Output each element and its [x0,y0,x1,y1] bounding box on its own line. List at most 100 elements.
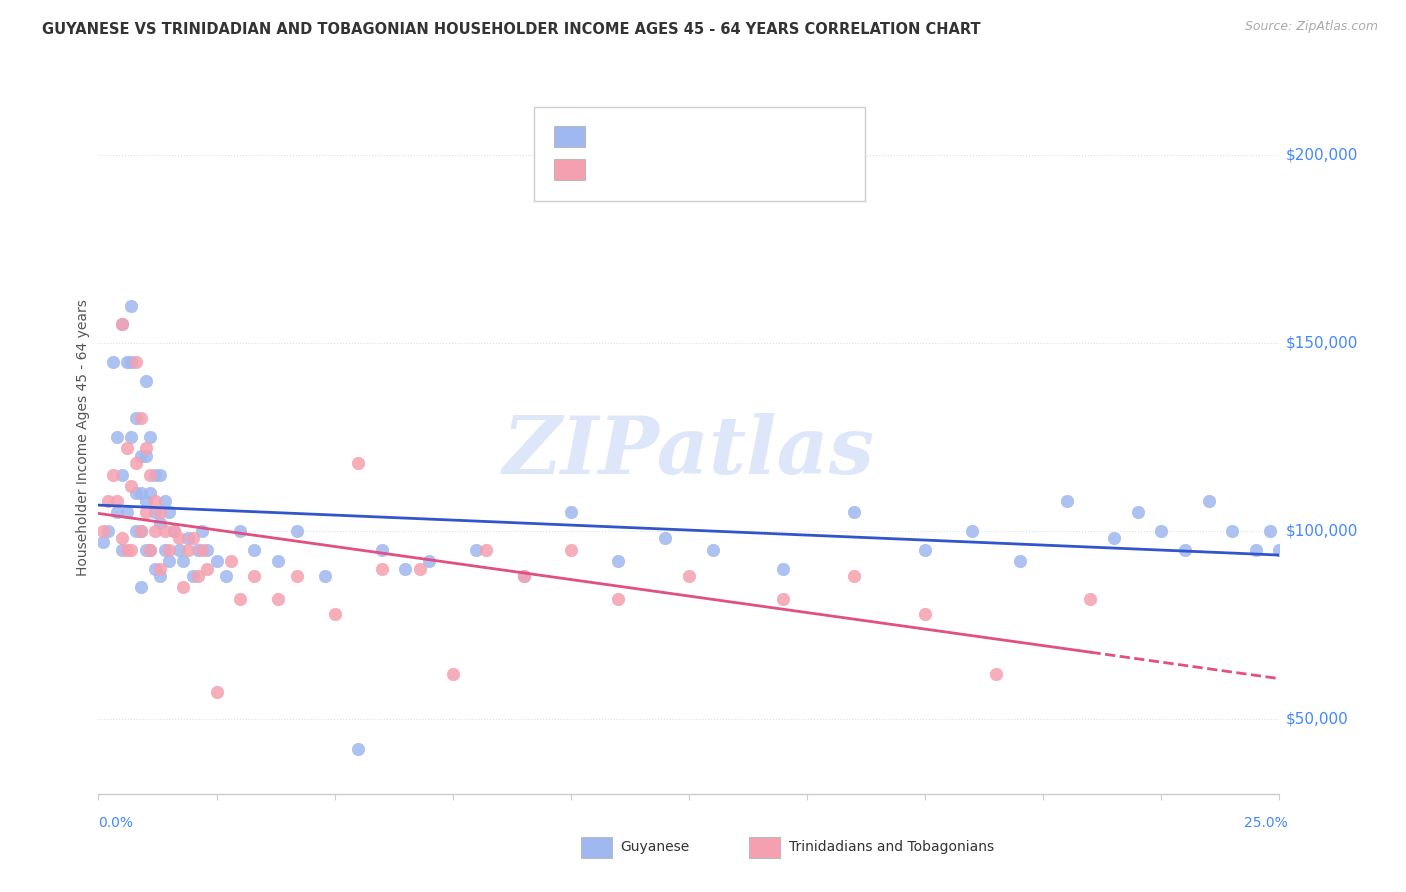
Text: R =: R = [598,129,631,144]
Point [129,486,152,500]
Point [111,542,134,557]
Point [153,524,176,538]
Point [1008,554,1031,568]
Point [111,467,134,482]
Point [243,542,266,557]
Point [654,532,676,546]
Y-axis label: Householder Income Ages 45 - 64 years: Householder Income Ages 45 - 64 years [76,299,90,575]
Point [475,542,498,557]
Point [772,591,794,606]
Point [371,542,394,557]
Point [323,607,346,621]
Point [163,524,186,538]
Point [167,532,190,546]
Point [195,561,218,575]
Point [560,505,582,519]
Point [143,494,166,508]
Point [105,494,128,508]
Point [135,505,157,519]
Point [1126,505,1149,519]
Point [1174,542,1197,557]
Point [135,374,157,388]
Point [135,494,157,508]
Point [129,524,152,538]
Point [115,542,138,557]
Point [111,318,134,332]
Point [172,580,194,594]
Point [149,561,172,575]
Point [135,442,157,456]
Point [167,542,190,557]
Point [229,591,252,606]
Point [121,542,143,557]
Point [465,542,488,557]
Point [177,532,200,546]
Point [347,456,370,470]
Point [125,411,148,425]
Point [91,535,114,549]
Point [172,554,194,568]
Point [125,456,148,470]
Point [678,569,700,583]
Point [153,494,176,508]
Point [149,516,172,531]
Point [205,685,228,699]
Point [121,430,143,444]
Point [121,479,143,493]
Point [512,569,534,583]
Point [177,542,200,557]
Point [267,554,290,568]
Point [105,430,128,444]
Text: -0.080: -0.080 [636,162,685,177]
Text: Trinidadians and Tobagonians: Trinidadians and Tobagonians [789,840,994,855]
Point [139,542,162,557]
Point [187,569,209,583]
Point [229,524,252,538]
Text: 0.0%: 0.0% [98,816,134,830]
Point [139,486,162,500]
Point [139,542,162,557]
Point [191,524,214,538]
Point [607,554,630,568]
Point [1150,524,1173,538]
Point [125,486,148,500]
Point [129,449,152,463]
Point [143,561,166,575]
Text: Source: ZipAtlas.com: Source: ZipAtlas.com [1244,20,1378,33]
Point [914,542,936,557]
Point [139,430,162,444]
Point [1220,524,1243,538]
Point [149,467,172,482]
Point [560,542,582,557]
Point [512,569,534,583]
Point [153,542,176,557]
Point [97,494,120,508]
Point [702,542,724,557]
Point [129,580,152,594]
Point [125,355,148,369]
Point [1056,494,1078,508]
Point [347,741,370,756]
Text: N =: N = [699,129,742,144]
Text: 25.0%: 25.0% [1244,816,1288,830]
Point [125,524,148,538]
Text: $200,000: $200,000 [1285,148,1358,163]
Point [129,524,152,538]
Text: 79: 79 [749,129,769,144]
Text: R =: R = [598,162,631,177]
Point [1268,542,1291,557]
Point [285,569,308,583]
Point [914,607,936,621]
Point [418,554,440,568]
Point [181,569,204,583]
Text: $100,000: $100,000 [1285,524,1358,539]
Text: N =: N = [699,162,742,177]
Point [205,554,228,568]
Point [441,666,464,681]
Point [143,505,166,519]
Point [129,411,152,425]
Point [101,467,124,482]
Point [607,591,630,606]
Text: $150,000: $150,000 [1285,335,1358,351]
Point [121,355,143,369]
